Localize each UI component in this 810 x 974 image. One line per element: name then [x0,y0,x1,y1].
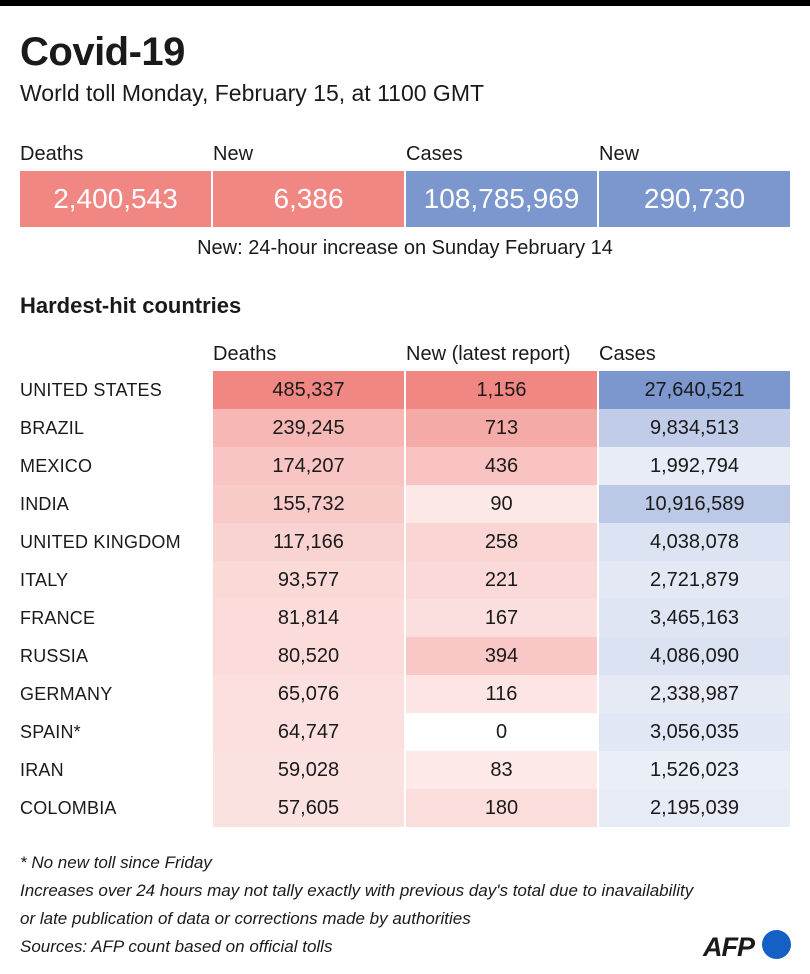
country-label: BRAZIL [20,417,85,438]
footnote-spain: * No new toll since Friday [20,853,212,872]
deaths-cell: 65,076 [213,675,404,713]
deaths-cell: 485,337 [213,371,404,409]
new-cell: 1,156 [406,371,597,409]
cases-cell: 1,992,794 [599,447,790,485]
country-label: INDIA [20,493,70,514]
cases-cell: 9,834,513 [599,409,790,447]
deaths-cell: 80,520 [213,637,404,675]
new-cases-box: 290,730 [599,171,790,227]
footnote-sources: Sources: AFP count based on official tol… [20,937,333,956]
page-subtitle: World toll Monday, February 15, at 1100 … [20,80,485,106]
deaths-cell: 93,577 [213,561,404,599]
cases-cell: 2,195,039 [599,789,790,827]
country-label: COLOMBIA [20,797,117,818]
cases-cell: 27,640,521 [599,371,790,409]
deaths-cell: 117,166 [213,523,404,561]
section-title: Hardest-hit countries [20,293,242,318]
deaths-cell: 64,747 [213,713,404,751]
cases-cell: 2,721,879 [599,561,790,599]
new-cell: 83 [406,751,597,789]
country-label: UNITED KINGDOM [20,531,181,552]
new-cell: 167 [406,599,597,637]
country-label: MEXICO [20,455,93,476]
deaths-label: Deaths [20,143,84,165]
country-label: SPAIN* [20,721,81,742]
new-deaths-box: 6,386 [213,171,404,227]
country-label: IRAN [20,759,64,780]
country-label: UNITED STATES [20,379,162,400]
country-label: GERMANY [20,683,113,704]
new-cell: 713 [406,409,597,447]
cases-cell: 1,526,023 [599,751,790,789]
footnote-increases: Increases over 24 hours may not tally ex… [20,881,694,900]
footnote-increases-cont: or late publication of data or correctio… [20,909,471,928]
new-cell: 436 [406,447,597,485]
country-label: ITALY [20,569,69,590]
deaths-cell: 57,605 [213,789,404,827]
deaths-total-box: 2,400,543 [20,171,211,227]
deaths-cell: 155,732 [213,485,404,523]
new-cell: 116 [406,675,597,713]
top-rule [0,0,810,6]
cases-cell: 4,086,090 [599,637,790,675]
deaths-cell: 174,207 [213,447,404,485]
cases-cell: 3,465,163 [599,599,790,637]
page-title: Covid-19 [20,30,185,74]
new-cases-label: New [599,143,640,165]
country-label: FRANCE [20,607,96,628]
deaths-cell: 239,245 [213,409,404,447]
afp-logo-icon [762,930,791,959]
cases-cell: 10,916,589 [599,485,790,523]
new-cell: 394 [406,637,597,675]
new-cell: 221 [406,561,597,599]
cases-label: Cases [406,143,463,165]
new-cell: 258 [406,523,597,561]
column-header-new: New (latest report) [406,343,571,365]
cases-cell: 4,038,078 [599,523,790,561]
deaths-cell: 81,814 [213,599,404,637]
column-header-deaths: Deaths [213,343,277,365]
column-header-cases: Cases [599,343,656,365]
new-cell: 90 [406,485,597,523]
new-deaths-label: New [213,143,254,165]
deaths-cell: 59,028 [213,751,404,789]
new-cell: 180 [406,789,597,827]
new-cell: 0 [406,713,597,751]
cases-total-box: 108,785,969 [406,171,597,227]
afp-logo-text: AFP [703,932,755,962]
country-label: RUSSIA [20,645,89,666]
increase-note: New: 24-hour increase on Sunday February… [197,237,613,259]
cases-cell: 2,338,987 [599,675,790,713]
cases-cell: 3,056,035 [599,713,790,751]
